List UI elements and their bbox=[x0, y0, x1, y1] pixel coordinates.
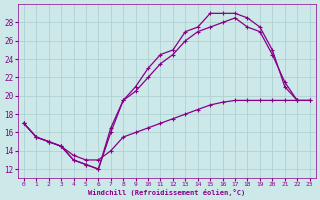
X-axis label: Windchill (Refroidissement éolien,°C): Windchill (Refroidissement éolien,°C) bbox=[88, 189, 245, 196]
